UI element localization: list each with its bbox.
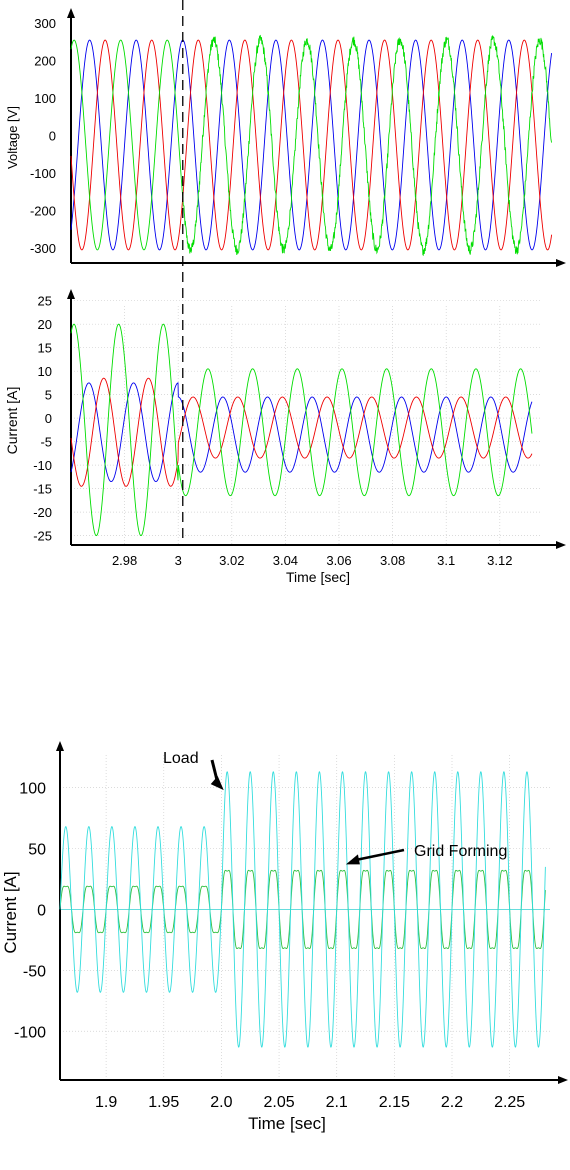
voltage-series-2 bbox=[70, 34, 553, 257]
y-axis-arrow bbox=[56, 741, 64, 751]
y-tick-label: 0 bbox=[45, 411, 52, 426]
x-axis-arrow bbox=[556, 259, 566, 267]
y-axis-arrow bbox=[67, 289, 75, 299]
x-tick-label: 3.02 bbox=[219, 553, 244, 568]
x-tick-label: 1.9 bbox=[95, 1094, 117, 1111]
current-chart: 25 20 15 10 5 0 -5 -10 -15 -20 -25 2.98 3 3.02 3.04 3.0… bbox=[4, 289, 566, 585]
load-arrow-head bbox=[210, 776, 224, 791]
x-axis-arrow bbox=[558, 1076, 568, 1084]
y-tick-label: -50 bbox=[23, 963, 46, 980]
x-tick-label: 2.2 bbox=[441, 1094, 463, 1111]
y-tick-label: -20 bbox=[33, 505, 52, 520]
voltage-chart: 300 200 100 0 -100 -200 -300 Voltage [V] bbox=[5, 8, 566, 267]
y-tick-label: 25 bbox=[38, 294, 52, 309]
grid-forming-arrow-head bbox=[345, 854, 360, 865]
x-tick-label: 2.05 bbox=[263, 1094, 294, 1111]
y-tick-label: 10 bbox=[38, 364, 52, 379]
y-axis-label: Current [A] bbox=[1, 871, 20, 953]
y-tick-label: 100 bbox=[34, 91, 56, 106]
load-current-series bbox=[59, 771, 546, 1048]
load-current-chart: 100 50 0 -50 -100 1.9 1.95 2.0 2.05 2.1 2.15 2.2 2.2… bbox=[1, 741, 568, 1133]
y-axis-label: Current [A] bbox=[4, 387, 20, 455]
y-tick-label: -300 bbox=[30, 241, 56, 256]
x-tick-label: 2.15 bbox=[379, 1094, 410, 1111]
x-tick-label: 2.0 bbox=[210, 1094, 232, 1111]
y-tick-label: -100 bbox=[30, 166, 56, 181]
y-tick-label: -100 bbox=[14, 1024, 46, 1041]
y-tick-label: 100 bbox=[19, 781, 46, 798]
grid-forming-annotation-arrow bbox=[353, 848, 405, 862]
y-tick-label: 50 bbox=[28, 842, 46, 859]
x-tick-label: 3.1 bbox=[437, 553, 455, 568]
current-series-1 bbox=[70, 377, 533, 487]
x-tick-label: 2.1 bbox=[326, 1094, 348, 1111]
x-tick-label: 3.04 bbox=[273, 553, 298, 568]
grid-forming-annotation-label: Grid Forming bbox=[414, 843, 507, 860]
current-series-2 bbox=[70, 323, 533, 537]
y-tick-label: 20 bbox=[38, 317, 52, 332]
y-tick-label: -15 bbox=[33, 482, 52, 497]
x-tick-label: 3.06 bbox=[326, 553, 351, 568]
x-axis-arrow bbox=[556, 541, 566, 549]
x-axis-label: Time [sec] bbox=[248, 1114, 326, 1133]
y-axis-arrow bbox=[67, 8, 75, 18]
y-tick-label: -5 bbox=[40, 435, 52, 450]
current-series-0 bbox=[70, 382, 533, 483]
x-tick-label: 2.98 bbox=[112, 553, 137, 568]
x-tick-label: 3.08 bbox=[380, 553, 405, 568]
y-tick-label: 200 bbox=[34, 54, 56, 69]
y-tick-label: -200 bbox=[30, 204, 56, 219]
voltage-series-1 bbox=[70, 39, 553, 251]
y-tick-label: 0 bbox=[49, 129, 56, 144]
x-axis-label: Time [sec] bbox=[286, 569, 350, 585]
x-tick-label: 3.12 bbox=[487, 553, 512, 568]
y-tick-label: 5 bbox=[45, 388, 52, 403]
x-tick-label: 1.95 bbox=[148, 1094, 179, 1111]
x-tick-label: 2.25 bbox=[494, 1094, 525, 1111]
y-tick-label: 300 bbox=[34, 16, 56, 31]
y-axis-label: Voltage [V] bbox=[5, 106, 20, 169]
y-tick-label: 0 bbox=[37, 902, 46, 919]
y-tick-label: -25 bbox=[33, 529, 52, 544]
y-tick-label: 15 bbox=[38, 341, 52, 356]
load-annotation-label: Load bbox=[163, 750, 199, 767]
voltage-series-0 bbox=[70, 39, 553, 251]
x-tick-label: 3 bbox=[175, 553, 182, 568]
y-tick-label: -10 bbox=[33, 458, 52, 473]
